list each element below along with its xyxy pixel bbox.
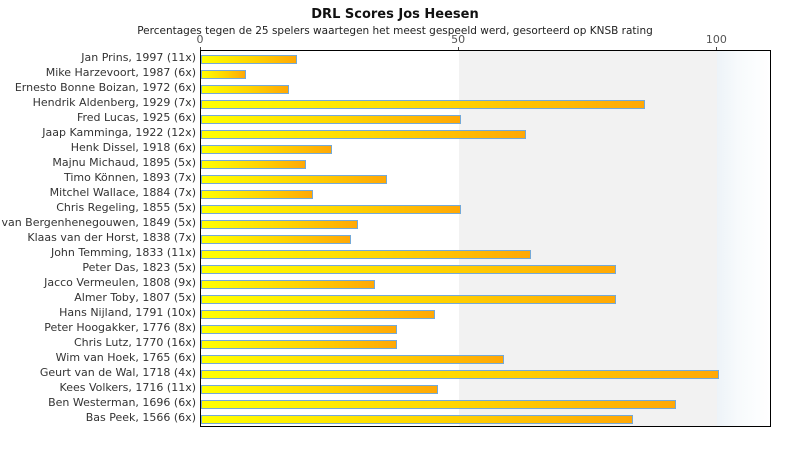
category-label: van Bergenhenegouwen, 1849 (5x) xyxy=(1,216,196,229)
bar xyxy=(201,340,397,349)
bar xyxy=(201,355,505,364)
bar xyxy=(201,265,617,274)
x-tick-label: 0 xyxy=(196,33,204,46)
category-label: Henk Dissel, 1918 (6x) xyxy=(70,141,196,154)
bar xyxy=(201,385,438,394)
category-label: Jaap Kamminga, 1922 (12x) xyxy=(42,126,196,139)
category-label: Ben Westerman, 1696 (6x) xyxy=(48,396,196,409)
chart-subtitle: Percentages tegen de 25 spelers waartege… xyxy=(137,25,653,37)
category-label: Hendrik Aldenberg, 1929 (7x) xyxy=(32,96,196,109)
category-label: Majnu Michaud, 1895 (5x) xyxy=(52,156,196,169)
bar xyxy=(201,370,720,379)
category-label: Peter Das, 1823 (5x) xyxy=(82,261,196,274)
x-tick-mark xyxy=(716,47,718,50)
category-label: Hans Nijland, 1791 (10x) xyxy=(59,306,196,319)
x-tick-label: 100 xyxy=(705,33,727,46)
category-label: Klaas van der Horst, 1838 (7x) xyxy=(27,231,196,244)
bar xyxy=(201,55,297,64)
bar xyxy=(201,190,314,199)
category-label: Chris Regeling, 1855 (5x) xyxy=(56,201,196,214)
bar xyxy=(201,100,646,109)
category-label: Mitchel Wallace, 1884 (7x) xyxy=(49,186,196,199)
bar xyxy=(201,205,462,214)
category-label: Timo Können, 1893 (7x) xyxy=(63,171,196,184)
category-label: Fred Lucas, 1925 (6x) xyxy=(76,111,196,124)
x-axis: 0 50 100 xyxy=(196,33,769,50)
category-label: Almer Toby, 1807 (5x) xyxy=(74,291,196,304)
bar xyxy=(201,220,358,229)
category-label: Wim van Hoek, 1765 (6x) xyxy=(55,351,196,364)
bar xyxy=(201,325,397,334)
bar xyxy=(201,235,351,244)
category-label: Peter Hoogakker, 1776 (8x) xyxy=(44,321,196,334)
bar xyxy=(201,250,532,259)
bar xyxy=(201,160,307,169)
bar xyxy=(201,295,617,304)
bar xyxy=(201,415,634,424)
bar xyxy=(201,115,462,124)
category-label: Kees Volkers, 1716 (11x) xyxy=(59,381,196,394)
category-label: John Temming, 1833 (11x) xyxy=(50,246,196,259)
category-label: Chris Lutz, 1770 (16x) xyxy=(73,336,196,349)
bar xyxy=(201,85,290,94)
background-band-beyond-100 xyxy=(717,51,770,426)
x-tick-label: 50 xyxy=(451,33,466,46)
bar xyxy=(201,400,677,409)
x-tick-mark xyxy=(200,47,201,50)
category-label: Ernesto Bonne Boizan, 1972 (6x) xyxy=(14,81,196,94)
chart-title: DRL Scores Jos Heesen xyxy=(311,7,479,22)
x-tick-mark xyxy=(458,47,460,50)
bar xyxy=(201,145,333,154)
bar xyxy=(201,130,526,139)
plot-area xyxy=(200,50,771,427)
category-label: Jacco Vermeulen, 1808 (9x) xyxy=(44,276,196,289)
bar xyxy=(201,175,388,184)
bar xyxy=(201,70,246,79)
category-label: Bas Peek, 1566 (6x) xyxy=(85,411,196,424)
bar xyxy=(201,280,375,289)
category-label: Geurt van de Wal, 1718 (4x) xyxy=(39,366,196,379)
category-label: Jan Prins, 1997 (11x) xyxy=(81,51,196,64)
bar xyxy=(201,310,436,319)
category-label: Mike Harzevoort, 1987 (6x) xyxy=(45,66,196,79)
